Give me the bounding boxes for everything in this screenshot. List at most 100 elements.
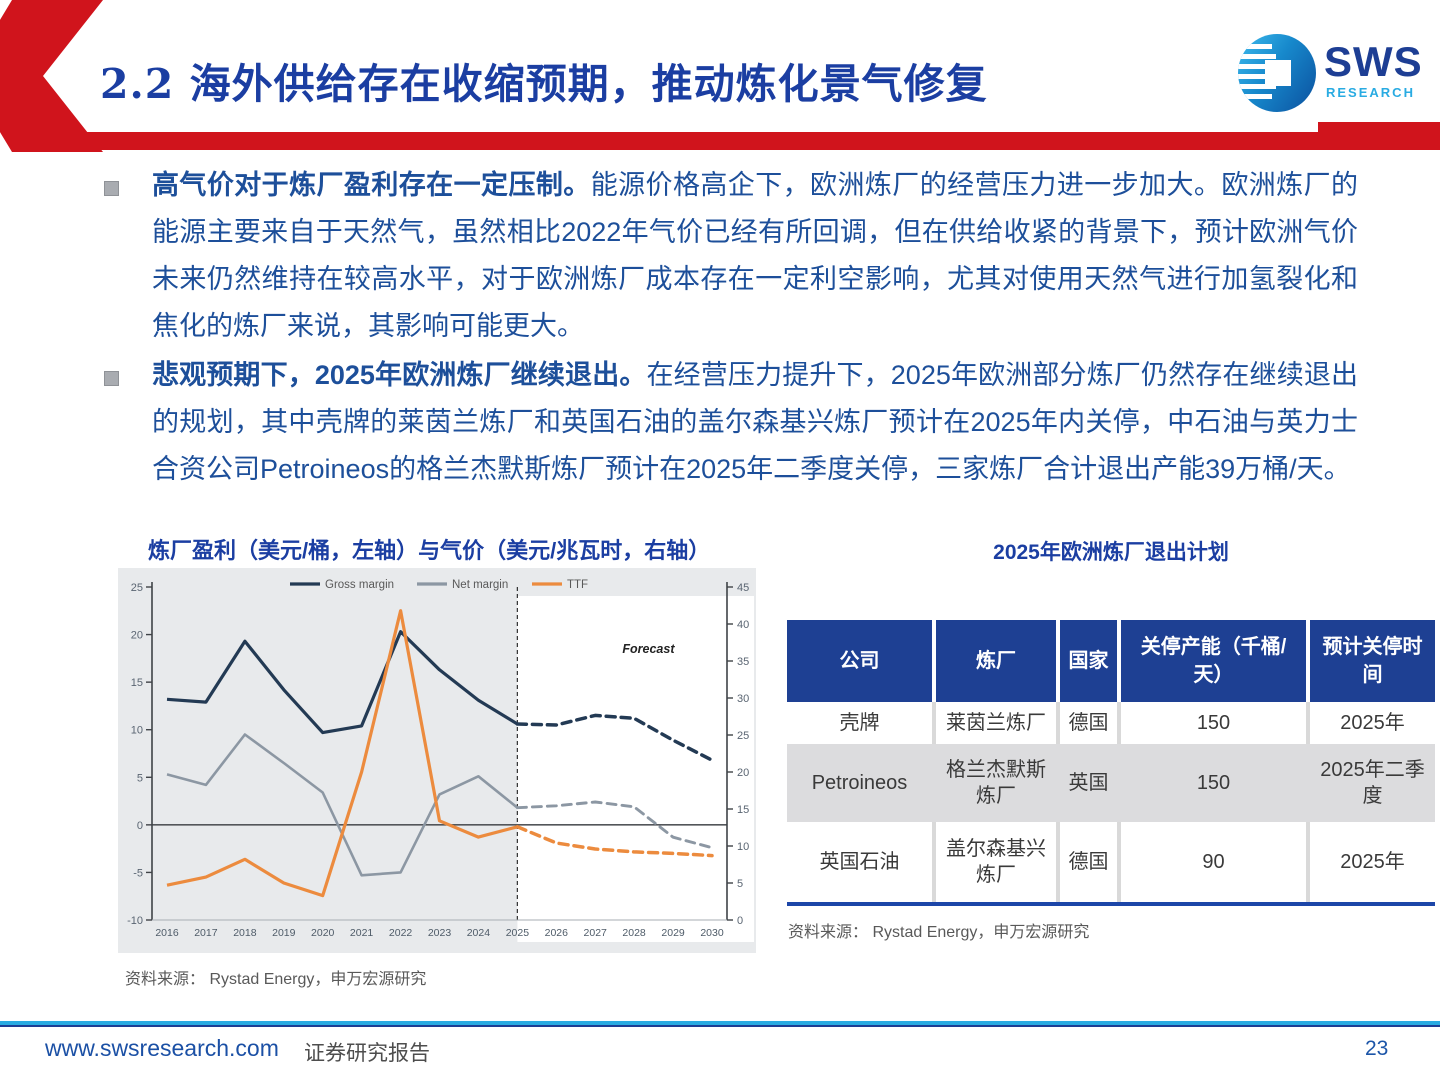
exit-table-cell: 2025年二季度	[1310, 744, 1435, 822]
svg-text:2025: 2025	[506, 927, 530, 939]
exit-table-cell: 盖尔森基兴炼厂	[936, 822, 1056, 902]
exit-table-cell: 150	[1121, 744, 1306, 822]
sws-globe-icon	[1238, 34, 1316, 112]
svg-text:20: 20	[737, 767, 749, 779]
svg-text:2028: 2028	[622, 927, 646, 939]
exit-table-header-cell: 国家	[1060, 620, 1117, 702]
svg-text:10: 10	[131, 725, 143, 737]
header-red-bar	[58, 132, 1320, 150]
paragraph-lead: 悲观预期下，2025年欧洲炼厂继续退出。	[152, 360, 647, 390]
exit-table-row: 英国石油 盖尔森基兴炼厂 德国 90 2025年	[787, 822, 1435, 902]
svg-text:10: 10	[737, 841, 749, 853]
svg-text:40: 40	[737, 619, 749, 631]
exit-table-cell: 150	[1121, 702, 1306, 744]
sws-logo: SWS RESEARCH	[1238, 33, 1422, 117]
svg-text:15: 15	[131, 677, 143, 689]
svg-text:0: 0	[737, 915, 743, 927]
page-title: 2.2 海外供给存在收缩预期，推动炼化景气修复	[100, 60, 988, 108]
svg-text:2029: 2029	[661, 927, 685, 939]
svg-text:2020: 2020	[311, 927, 335, 939]
exit-table-cell: 壳牌	[787, 702, 932, 744]
bullet-square-icon	[104, 181, 119, 196]
svg-text:-10: -10	[127, 915, 143, 927]
series-ttf-solid	[166, 609, 518, 898]
svg-text:2027: 2027	[584, 927, 608, 939]
paragraph-refinery-exit: 悲观预期下，2025年欧洲炼厂继续退出。在经营压力提升下，2025年欧洲部分炼厂…	[152, 352, 1358, 493]
exit-table-header-cell: 关停产能（千桶/天）	[1121, 620, 1306, 702]
footer-website-link: www.swsresearch.com	[45, 1035, 279, 1061]
svg-text:TTF: TTF	[567, 579, 588, 591]
exit-table-header-cell: 预计关停时间	[1310, 620, 1435, 702]
refinery-chart: -10 -5 0 5 10 15 20 25 0 5 10 15 20 25 30 35 40 45 2016 201…	[118, 568, 756, 953]
exit-table-cell: 2025年	[1310, 822, 1435, 902]
exit-table-cell: Petroineos	[787, 744, 932, 822]
svg-text:2019: 2019	[272, 927, 296, 939]
svg-text:0: 0	[137, 820, 143, 832]
series-gross-margin-forecast	[515, 713, 714, 762]
svg-text:2017: 2017	[194, 927, 218, 939]
exit-table-row: Petroineos 格兰杰默斯炼厂 英国 150 2025年二季度	[787, 744, 1435, 822]
svg-text:15: 15	[737, 804, 749, 816]
exit-table-cell: 英国石油	[787, 822, 932, 902]
forecast-region	[517, 596, 754, 942]
paragraph-body: 能源价格高企下，欧洲炼厂的经营压力进一步加大。欧洲炼厂的能源主要来自于天然气，虽…	[152, 170, 1359, 341]
svg-text:45: 45	[737, 582, 749, 594]
chart-title: 炼厂盈利（美元/桶，左轴）与气价（美元/兆瓦时，右轴）	[148, 538, 711, 563]
footer-report-type: 证券研究报告	[304, 1042, 430, 1065]
forecast-label: Forecast	[622, 642, 675, 656]
svg-text:2030: 2030	[700, 927, 724, 939]
svg-text:-5: -5	[133, 867, 143, 879]
svg-text:25: 25	[131, 582, 143, 594]
exit-table-cell: 英国	[1060, 744, 1117, 822]
svg-text:2022: 2022	[389, 927, 413, 939]
svg-text:2026: 2026	[545, 927, 569, 939]
svg-text:20: 20	[131, 630, 143, 642]
svg-text:2021: 2021	[350, 927, 374, 939]
exit-table-header-row: 公司 炼厂 国家 关停产能（千桶/天） 预计关停时间	[787, 620, 1435, 702]
exit-table-title: 2025年欧洲炼厂退出计划	[993, 541, 1229, 564]
exit-table-cell: 2025年	[1310, 702, 1435, 744]
chart-source-note: 资料来源： Rystad Energy，申万宏源研究	[125, 971, 427, 988]
exit-table-cell: 德国	[1060, 702, 1117, 744]
exit-table: 公司 炼厂 国家 关停产能（千桶/天） 预计关停时间 壳牌 莱茵兰炼厂 德国 150 2025年 P…	[787, 620, 1435, 906]
svg-text:35: 35	[737, 656, 749, 668]
exit-table-cell: 莱茵兰炼厂	[936, 702, 1056, 744]
svg-text:Gross margin: Gross margin	[325, 579, 394, 591]
svg-text:2024: 2024	[467, 927, 491, 939]
svg-text:5: 5	[737, 878, 743, 890]
logo-text: SWS	[1324, 38, 1423, 85]
svg-text:25: 25	[737, 730, 749, 742]
series-net-margin-forecast	[515, 800, 714, 850]
exit-table-header-cell: 炼厂	[936, 620, 1056, 702]
paragraph-gas-price: 高气价对于炼厂盈利存在一定压制。能源价格高企下，欧洲炼厂的经营压力进一步加大。欧…	[152, 162, 1358, 350]
chevron-icon	[0, 0, 103, 152]
series-net-margin-solid	[166, 733, 519, 877]
legend-item-net-margin: Net margin	[417, 579, 508, 591]
series-gross-margin-solid	[166, 630, 519, 735]
bullet-square-icon	[104, 371, 119, 386]
paragraph-lead: 高气价对于炼厂盈利存在一定压制。	[152, 170, 591, 200]
svg-text:5: 5	[137, 772, 143, 784]
exit-table-row: 壳牌 莱茵兰炼厂 德国 150 2025年	[787, 702, 1435, 744]
logo-subtext: RESEARCH	[1326, 85, 1415, 100]
svg-text:Net margin: Net margin	[452, 579, 508, 591]
exit-table-header-cell: 公司	[787, 620, 932, 702]
page-number: 23	[1365, 1037, 1389, 1060]
exit-table-cell: 90	[1121, 822, 1306, 902]
footer-divider-cyan	[0, 1021, 1440, 1025]
exit-table-cell: 格兰杰默斯炼厂	[936, 744, 1056, 822]
svg-text:2016: 2016	[155, 927, 179, 939]
table-source-note: 资料来源： Rystad Energy，申万宏源研究	[788, 924, 1090, 941]
legend-item-ttf: TTF	[532, 579, 588, 591]
series-ttf-forecast	[515, 825, 714, 858]
header-chevron-shape	[0, 0, 170, 152]
header-red-bar-end	[1318, 122, 1440, 150]
footer-divider-navy	[0, 1025, 1440, 1027]
svg-text:30: 30	[737, 693, 749, 705]
svg-text:2018: 2018	[233, 927, 257, 939]
legend-item-gross-margin: Gross margin	[290, 579, 394, 591]
paragraph-body: 在经营压力提升下，2025年欧洲部分炼厂仍然存在继续退出的规划，其中壳牌的莱茵兰…	[152, 360, 1358, 484]
exit-table-cell: 德国	[1060, 822, 1117, 902]
svg-text:2023: 2023	[428, 927, 452, 939]
